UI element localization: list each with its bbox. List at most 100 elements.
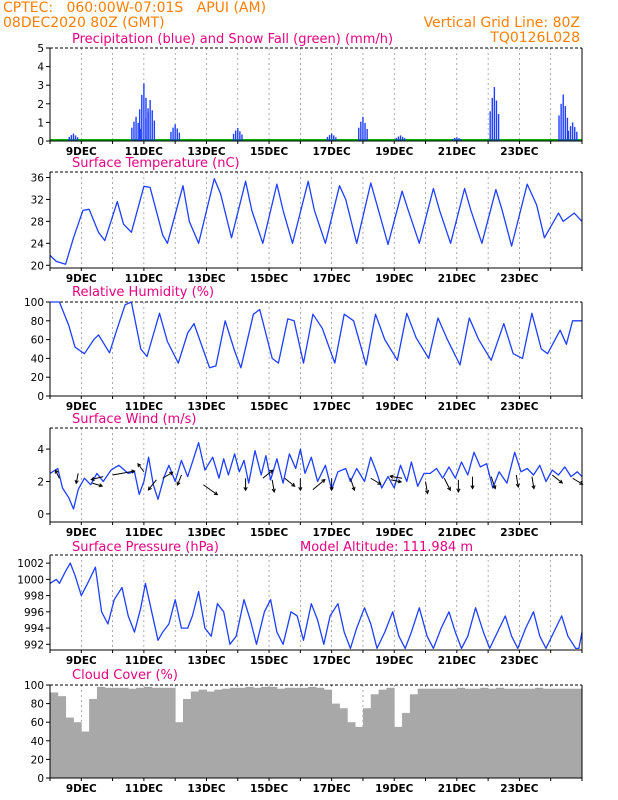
- cloud-bar: [464, 688, 473, 778]
- x-tick-label: 19DEC: [375, 783, 414, 795]
- x-tick-label: 23DEC: [500, 783, 539, 795]
- y-tick-label: 20: [31, 372, 44, 384]
- x-tick-label: 17DEC: [313, 527, 352, 539]
- header-location: CPTEC: 060:00W-07:01S APUI (AM): [3, 0, 267, 16]
- x-tick-label: 9DEC: [66, 527, 97, 539]
- precip-bar: [566, 117, 569, 141]
- x-tick-label: 11DEC: [125, 527, 164, 539]
- precip-bar: [70, 135, 73, 141]
- wind-arrow-head: [470, 485, 475, 490]
- wind-arrow: [54, 470, 60, 479]
- cloud-bar: [214, 689, 223, 778]
- precip-bar: [176, 128, 178, 141]
- precip-bar: [174, 124, 176, 141]
- y-tick-label: 36: [31, 172, 45, 184]
- series-line: [50, 301, 582, 369]
- precip-bar: [364, 122, 366, 141]
- cloud-bar: [480, 687, 489, 778]
- precip-bar: [574, 127, 576, 141]
- precip-bar: [562, 94, 564, 141]
- y-tick-label: 4: [37, 444, 44, 456]
- y-tick-label: 2: [37, 476, 44, 488]
- x-tick-label: 17DEC: [313, 783, 352, 795]
- wind-arrow: [148, 479, 157, 491]
- cloud-bar: [378, 689, 387, 778]
- precip-bar: [569, 126, 572, 141]
- precip-bar: [133, 121, 135, 141]
- precip-bar: [170, 131, 172, 141]
- y-tick-label: 0: [37, 136, 44, 148]
- precip-bar: [151, 110, 153, 141]
- wind-arrow: [531, 476, 535, 489]
- cloud-bar: [57, 696, 67, 778]
- cloud-bar: [535, 687, 544, 778]
- cloud-bar: [183, 698, 192, 778]
- cloud-bar: [472, 688, 481, 778]
- panel-title: Cloud Cover (%): [72, 668, 178, 683]
- y-tick-label: 80: [31, 316, 44, 328]
- wind-arrow: [262, 469, 274, 479]
- wind-arrow: [443, 478, 451, 491]
- wind-arrow: [271, 479, 275, 492]
- y-tick-label: 20: [31, 260, 44, 272]
- wind-arrow: [312, 479, 326, 490]
- y-tick-label: 992: [24, 639, 44, 651]
- precip-bar: [491, 97, 493, 141]
- cloud-bar: [409, 694, 419, 778]
- x-tick-label: 23DEC: [500, 527, 539, 539]
- cloud-bar: [229, 687, 239, 778]
- cloud-bar: [73, 722, 82, 778]
- wind-arrow: [92, 482, 103, 487]
- precip-bar: [495, 100, 498, 141]
- cloud-bar: [347, 722, 356, 778]
- series-line: [49, 562, 583, 650]
- wind-arrow-head: [131, 469, 136, 474]
- cloud-bar: [167, 687, 176, 778]
- cloud-bar: [362, 708, 372, 778]
- y-tick-label: 1002: [17, 558, 44, 570]
- cloud-bar: [96, 686, 106, 778]
- wind-arrow-head: [271, 488, 276, 493]
- x-tick-label: 23DEC: [500, 146, 539, 158]
- precip-bar: [153, 120, 156, 141]
- x-tick-label: 9DEC: [66, 655, 97, 667]
- precip-bar: [172, 127, 174, 141]
- wind-arrow-head: [169, 471, 174, 476]
- precip-bar: [403, 138, 406, 141]
- precip-bar: [451, 138, 454, 141]
- panel-4: 0 2 4 9DEC 11DEC 13DEC 15DEC 17DEC 19DEC 21DEC 23D…: [37, 412, 584, 539]
- wind-arrow: [91, 476, 104, 481]
- precip-bar: [149, 100, 151, 141]
- cloud-bar: [402, 712, 411, 778]
- series-line: [49, 441, 583, 510]
- wind-arrow-head: [74, 479, 79, 485]
- precip-bar: [76, 137, 79, 141]
- panel-title: Relative Humidity (%): [72, 285, 214, 300]
- precip-bar: [74, 135, 77, 141]
- cloud-bar: [206, 691, 215, 778]
- y-tick-label: 100: [24, 680, 44, 692]
- y-tick-label: 20: [31, 754, 44, 766]
- precip-bar: [143, 83, 145, 141]
- cloud-bar: [245, 686, 254, 778]
- y-tick-label: 996: [24, 607, 44, 619]
- x-tick-label: 13DEC: [187, 273, 226, 285]
- precip-bar: [576, 131, 578, 141]
- cloud-bar: [151, 687, 160, 778]
- y-tick-label: 40: [31, 353, 44, 365]
- x-tick-label: 9DEC: [66, 401, 97, 413]
- cloud-bar: [143, 686, 153, 778]
- y-tick-label: 3: [37, 80, 44, 92]
- wind-arrow-head: [456, 488, 461, 493]
- precip-bar: [458, 138, 460, 141]
- x-tick-label: 11DEC: [125, 783, 164, 795]
- precip-bar: [333, 135, 335, 141]
- x-tick-label: 21DEC: [438, 527, 477, 539]
- panel-title: Precipitation (blue) and Snow Fall (gree…: [72, 32, 393, 47]
- precip-bar: [366, 128, 368, 141]
- panel-annotation: Model Altitude: 111.984 m: [300, 540, 473, 555]
- wind-arrow-head: [579, 480, 584, 485]
- precip-bar: [178, 132, 181, 141]
- cloud-bar: [527, 688, 536, 778]
- precip-bar: [395, 137, 397, 141]
